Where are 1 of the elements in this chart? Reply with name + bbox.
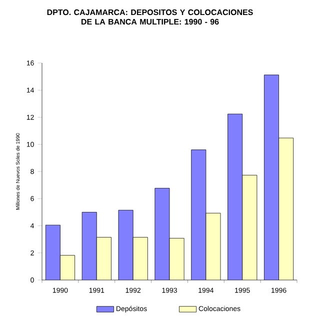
chart-title: DPTO. CAJAMARCA: DEPOSITOS Y COLOCACIONES DE LA BANCA MULTIPLE: 1990 - 96 (47, 9, 253, 25)
